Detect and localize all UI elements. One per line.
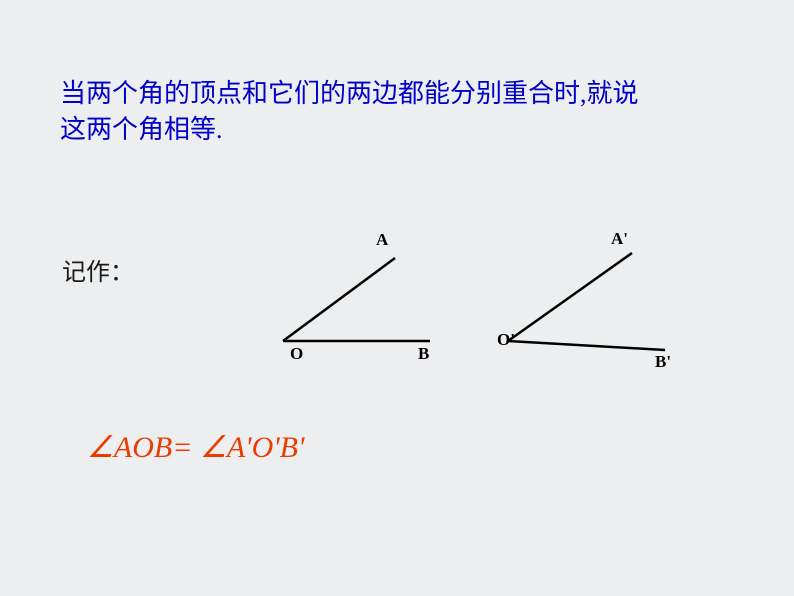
diagram2-label-o: O' <box>497 330 515 350</box>
diagram2-label-b: B' <box>655 352 671 372</box>
angle-equation: ∠AOB= ∠A'O'B' <box>87 430 304 465</box>
angle-diagram-2 <box>0 0 794 596</box>
diagram2-label-a: A' <box>611 229 628 249</box>
